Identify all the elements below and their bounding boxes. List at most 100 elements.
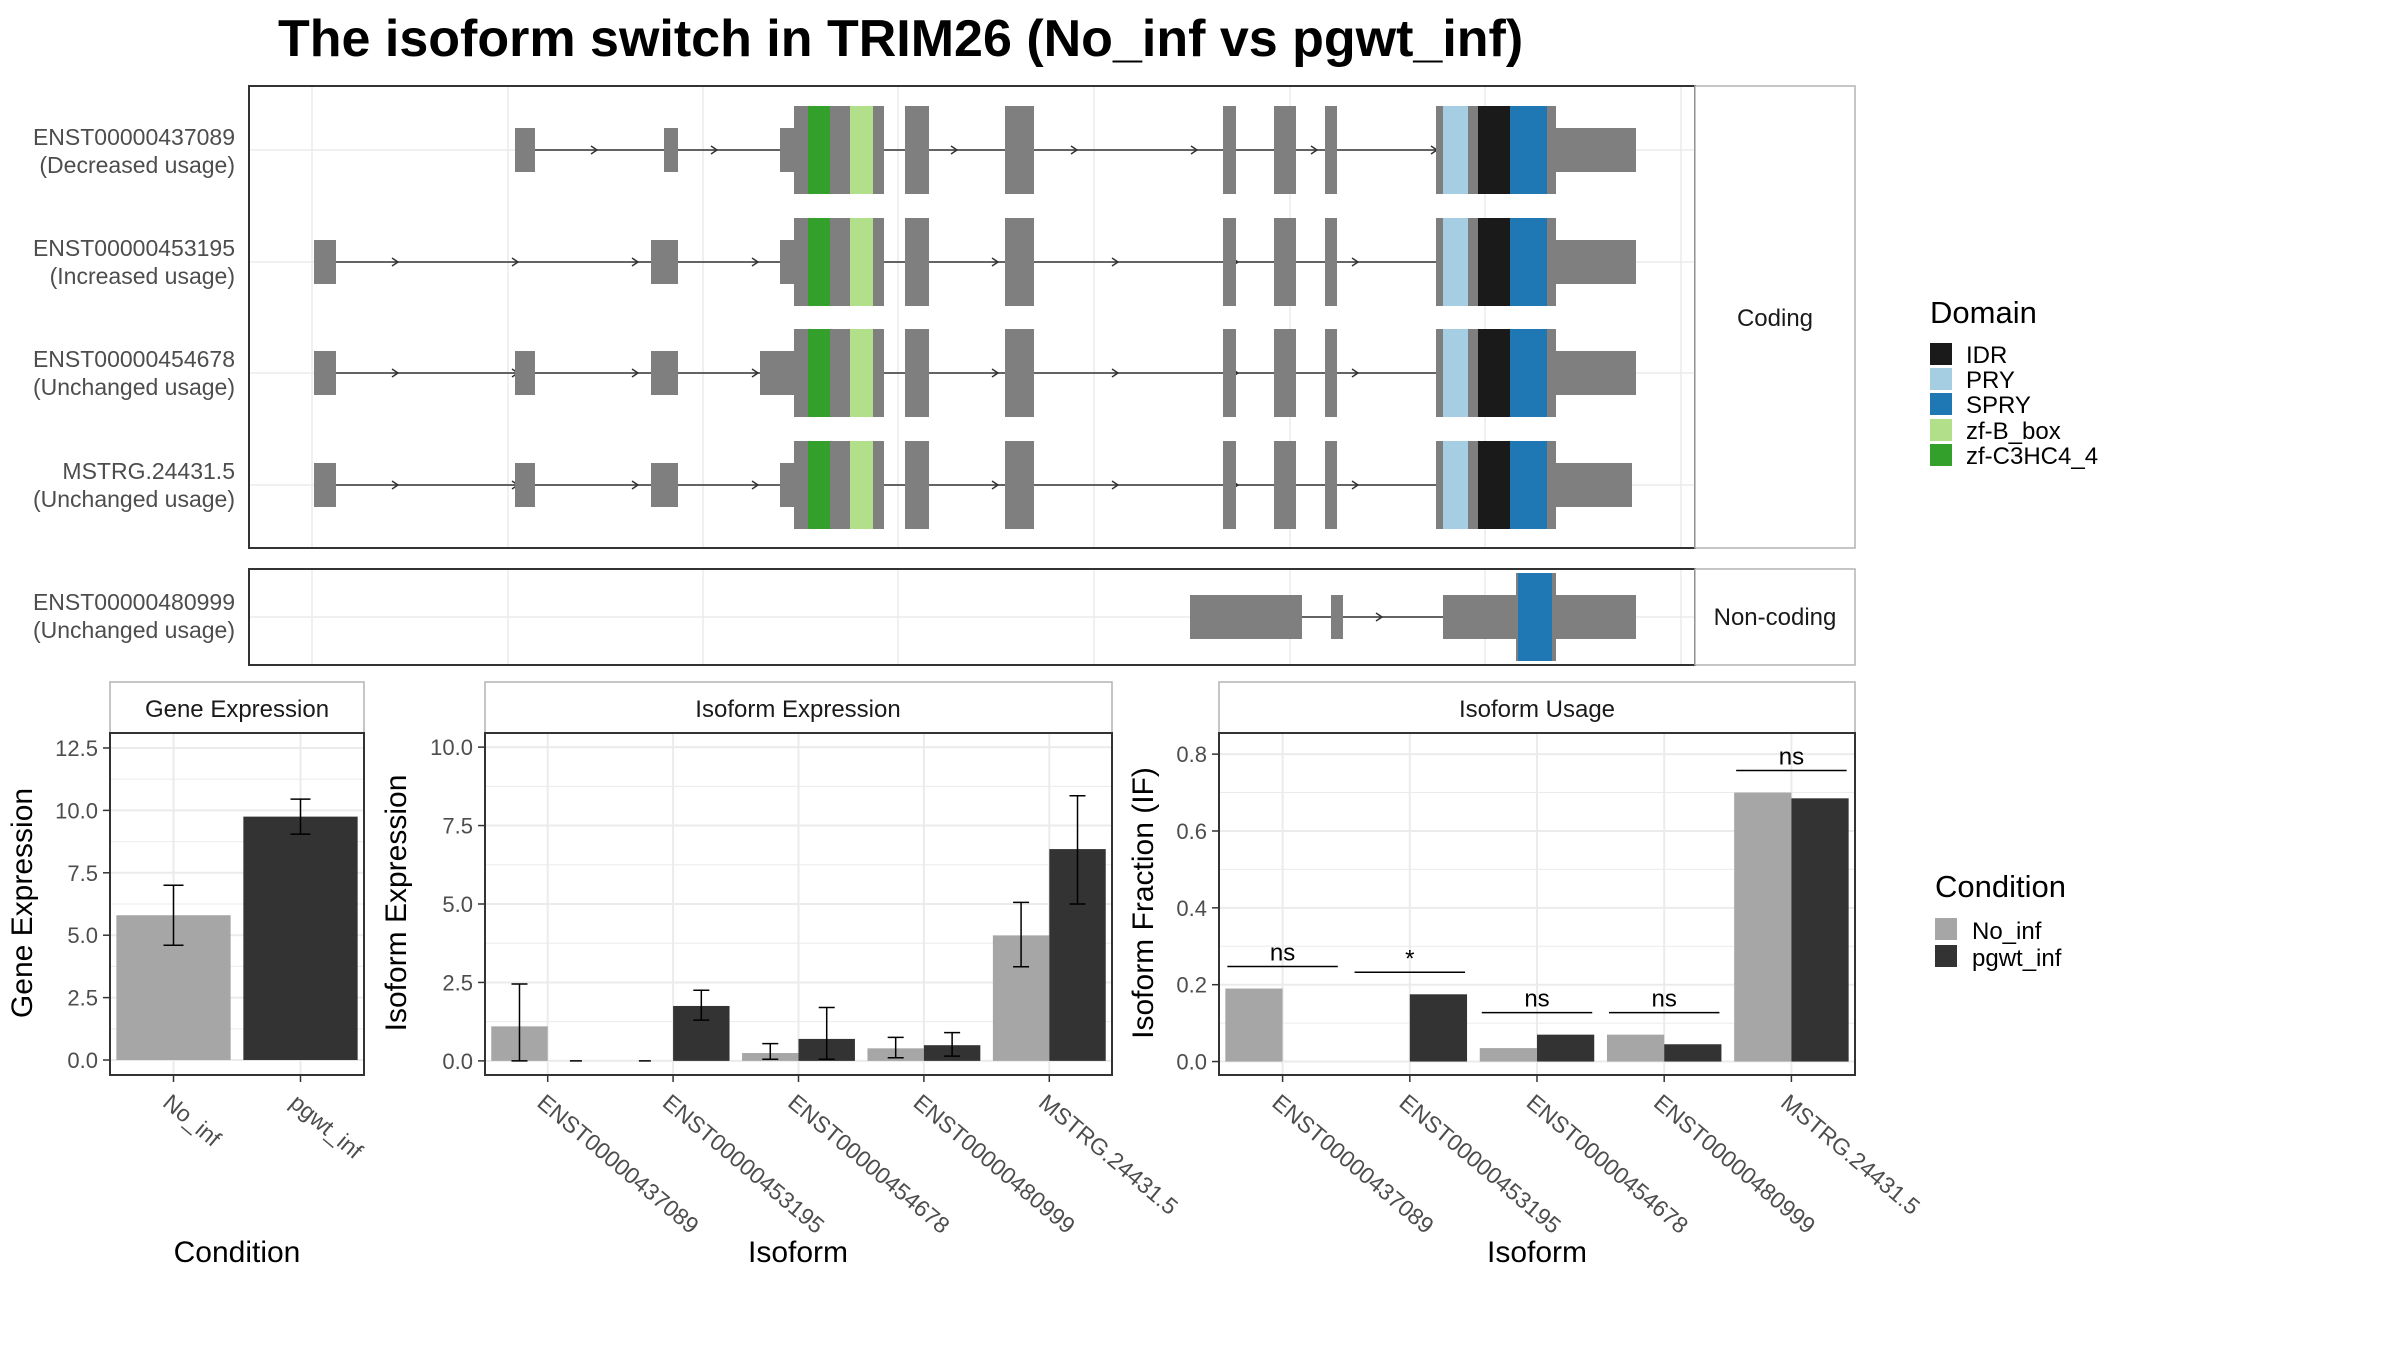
- legend-item-zf-b-box: zf-B_box: [1930, 418, 2061, 445]
- y-tick-label: 0.8: [1176, 742, 1207, 767]
- utr-exon: [651, 463, 678, 507]
- domain-zf-b-box: [850, 329, 873, 417]
- intron-arrow: [391, 480, 400, 490]
- intron-arrow: [631, 368, 640, 378]
- coding-exon: [905, 106, 929, 194]
- isoform-expression-chart: Isoform Expression Isoform Expression Is…: [380, 681, 1183, 1269]
- domain-idr: [1478, 329, 1510, 417]
- legend-swatch-pry: [1930, 368, 1952, 390]
- domain-legend: Domain IDR PRY SPRY zf-B_box zf-C3HC4_4: [1930, 295, 2098, 470]
- noncoding-exon: [1190, 595, 1302, 639]
- utr-exon: [780, 463, 794, 507]
- domain-zf-b-box: [850, 218, 873, 306]
- legend-label-idr: IDR: [1966, 342, 2007, 369]
- intron-arrow: [991, 257, 1000, 267]
- legend-swatch-idr: [1930, 343, 1952, 365]
- intron-arrow: [950, 145, 959, 155]
- y-tick-label: 10.0: [55, 798, 98, 823]
- intron-arrow: [1375, 612, 1384, 622]
- domain-spry: [1510, 441, 1547, 529]
- intron-arrow: [391, 368, 400, 378]
- y-tick-label: 2.5: [442, 970, 473, 995]
- isoform-usage-label: (Unchanged usage): [33, 374, 235, 400]
- coding-exon: [1274, 329, 1296, 417]
- isoform-id-label: ENST00000480999: [33, 589, 235, 615]
- legend-item-no-inf: No_inf: [1935, 918, 2042, 945]
- domain-pry: [1443, 218, 1468, 306]
- x-axis-title: Isoform: [748, 1236, 848, 1269]
- x-axis-title: Condition: [174, 1236, 301, 1269]
- intron-arrow: [391, 257, 400, 267]
- y-axis-title: Isoform Fraction (IF): [1127, 767, 1160, 1039]
- figure-title: The isoform switch in TRIM26 (No_inf vs …: [278, 10, 1523, 68]
- bar-pgwt-inf: [1664, 1044, 1722, 1062]
- utr-exon: [664, 128, 678, 172]
- legend-swatch-no-inf: [1935, 918, 1957, 940]
- coding-exon: [905, 329, 929, 417]
- isoform-id-label: MSTRG.24431.5: [62, 458, 235, 484]
- y-tick-label: 0.0: [67, 1048, 98, 1073]
- chart-strip: [109, 681, 365, 734]
- noncoding-exon: [1331, 595, 1343, 639]
- intron-arrow: [511, 257, 520, 267]
- y-axis-title: Isoform Expression: [380, 775, 413, 1032]
- y-tick-label: 0.2: [1176, 973, 1207, 998]
- legend-swatch-spry: [1930, 393, 1952, 415]
- domain-zf-c3hc4-4: [808, 441, 830, 529]
- domain-zf-b-box: [850, 441, 873, 529]
- chart-title: Isoform Expression: [695, 696, 900, 723]
- significance-label: ns: [1270, 940, 1295, 967]
- coding-exon: [1005, 106, 1034, 194]
- domain-spry: [1518, 573, 1552, 661]
- utr-exon: [1556, 463, 1632, 507]
- coding-exon: [905, 441, 929, 529]
- legend-label-pry: PRY: [1966, 367, 2015, 394]
- bar-no-inf: [1606, 1034, 1665, 1062]
- legend-item-idr: IDR: [1930, 342, 2007, 369]
- intron-arrow: [631, 257, 640, 267]
- utr-exon: [515, 128, 535, 172]
- noncoding-strip-label: Non-coding: [1714, 604, 1837, 631]
- isoform-label-4: MSTRG.24431.5 (Unchanged usage): [33, 458, 235, 512]
- intron-arrow: [1111, 368, 1120, 378]
- isoform-id-label: ENST00000453195: [33, 235, 235, 261]
- legend-label-no-inf: No_inf: [1972, 918, 2042, 945]
- domain-zf-c3hc4-4: [808, 329, 830, 417]
- y-tick-label: 0.4: [1176, 896, 1207, 921]
- coding-exon: [1274, 218, 1296, 306]
- legend-item-pgwt-inf: pgwt_inf: [1935, 945, 2062, 972]
- utr-exon: [760, 351, 794, 395]
- y-tick-label: 10.0: [430, 735, 473, 760]
- utr-exon: [780, 128, 794, 172]
- coding-exon: [905, 218, 929, 306]
- intron-arrow: [590, 145, 599, 155]
- domain-idr: [1478, 106, 1510, 194]
- intron-arrow: [991, 480, 1000, 490]
- bar-no-inf: [1479, 1048, 1537, 1062]
- bar-pgwt-inf: [1537, 1034, 1595, 1062]
- utr-exon: [651, 240, 678, 284]
- noncoding-strip: [1694, 568, 1856, 666]
- legend-label-spry: SPRY: [1966, 392, 2031, 419]
- legend-swatch-zf-c3hc4: [1930, 444, 1952, 466]
- utr-exon: [651, 351, 678, 395]
- legend-item-zf-c3hc4: zf-C3HC4_4: [1930, 443, 2098, 470]
- utr-exon: [314, 463, 336, 507]
- isoform-label-5: ENST00000480999 (Unchanged usage): [33, 589, 235, 643]
- coding-strip-label: Coding: [1737, 305, 1813, 332]
- domain-pry: [1443, 441, 1468, 529]
- utr-exon: [515, 351, 535, 395]
- legend-swatch-pgwt-inf: [1935, 945, 1957, 967]
- transcript-tracks: [250, 87, 1694, 664]
- coding-exon: [1005, 218, 1034, 306]
- legend-item-pry: PRY: [1930, 367, 2015, 394]
- utr-exon: [314, 351, 336, 395]
- gene-expression-chart: Gene Expression Gene Expression Conditio…: [6, 681, 368, 1269]
- legend-label-pgwt-inf: pgwt_inf: [1972, 945, 2062, 972]
- domain-zf-c3hc4-4: [808, 106, 830, 194]
- x-tick-label: pgwt_inf: [285, 1089, 368, 1164]
- isoform-usage-label: (Unchanged usage): [33, 617, 235, 643]
- domain-legend-title: Domain: [1930, 295, 2037, 330]
- isoform-id-label: ENST00000454678: [33, 346, 235, 372]
